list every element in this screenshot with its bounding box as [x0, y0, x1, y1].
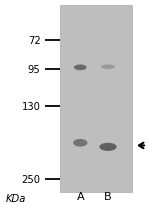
Ellipse shape	[73, 139, 87, 147]
Text: A: A	[76, 192, 84, 201]
Text: 72: 72	[28, 36, 40, 45]
Ellipse shape	[101, 65, 115, 70]
Text: B: B	[104, 192, 112, 201]
Ellipse shape	[74, 65, 87, 71]
Text: 250: 250	[21, 175, 40, 185]
Ellipse shape	[99, 143, 117, 151]
Text: 95: 95	[28, 65, 40, 75]
Text: KDa: KDa	[6, 193, 26, 203]
Text: 130: 130	[22, 102, 40, 112]
Bar	[60, 6, 132, 192]
